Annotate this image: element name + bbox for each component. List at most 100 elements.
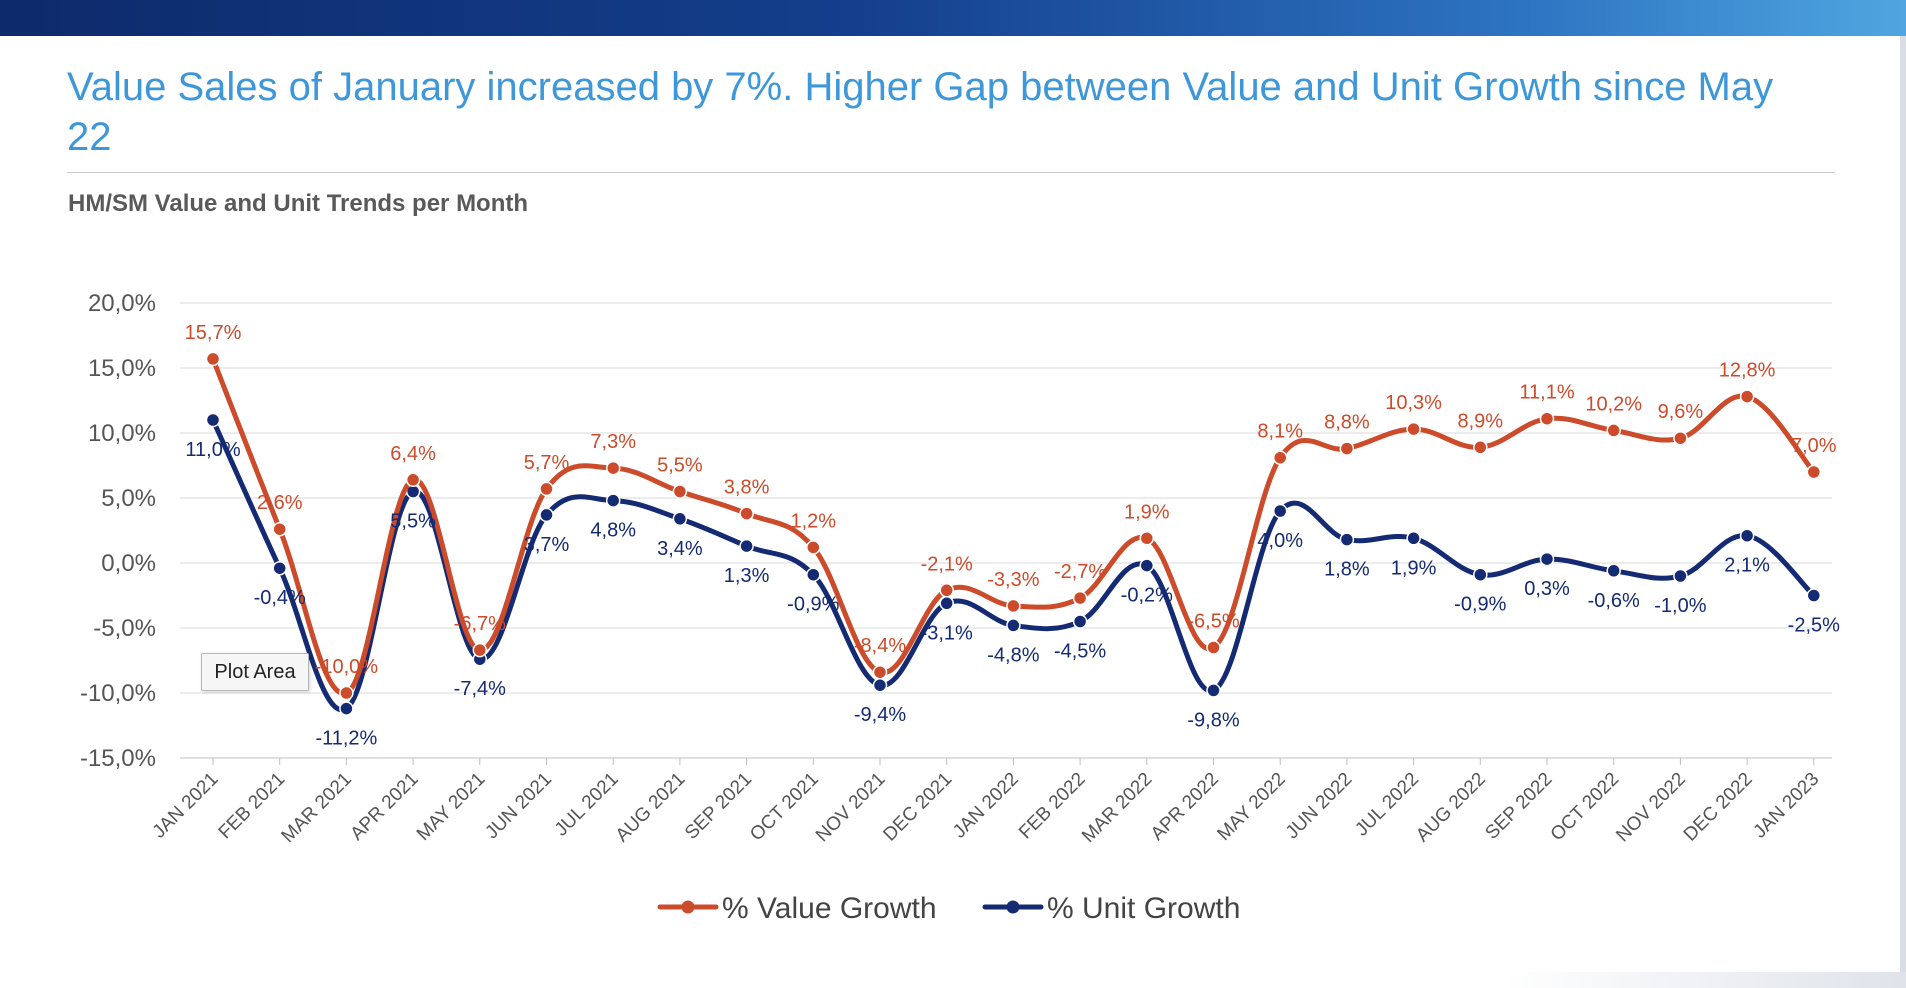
x-tick-label: JAN 2023 [1749,769,1823,843]
value-growth-data-label: 15,7% [185,322,242,344]
unit-growth-data-label: -4,5% [1054,641,1106,663]
value-growth-data-label: 10,2% [1585,393,1642,415]
value-growth-data-label: 2,6% [257,492,303,514]
unit-growth-data-label: 0,3% [1524,578,1570,600]
value-growth-point [806,540,821,555]
y-axis-ticks: 20,0% 15,0% 10,0% 5,0% 0,0% -5,0% -10,0% -15,0% [80,290,156,772]
y-tick-label: -5,0% [93,615,156,642]
value-growth-data-label: 6,4% [390,443,436,465]
x-tick-label: JUL 2022 [1351,769,1423,841]
unit-growth-point [1606,563,1621,579]
unit-growth-data-label: 1,3% [724,565,770,587]
x-tick-label: JUL 2021 [551,769,623,841]
unit-growth-series [205,412,1822,716]
plot-area-tooltip: Plot Area [201,653,309,691]
x-tick-label: SEP 2022 [1481,769,1556,844]
unit-growth-point [1006,618,1021,633]
x-tick-label: SEP 2021 [681,769,756,844]
x-tick-label: APR 2021 [347,769,423,845]
value-growth-point [205,351,221,367]
value-growth-point [672,484,688,499]
x-tick-label: MAY 2022 [1213,769,1289,845]
unit-growth-point [1272,503,1288,519]
unit-growth-point [1539,551,1555,567]
value-growth-data-label: -8,4% [854,635,906,657]
unit-growth-data-label: 1,9% [1391,557,1437,579]
unit-growth-data-label: 1,8% [1324,559,1370,581]
value-growth-data-label: -6,7% [454,613,506,635]
unit-growth-point [1673,568,1688,584]
value-growth-data-label: 5,7% [524,452,570,474]
x-tick-label: DEC 2021 [879,769,956,846]
value-growth-data-label: -10,0% [315,656,379,678]
legend-item-unit-growth[interactable]: % Unit Growth [982,892,1240,925]
x-tick-label: JUN 2022 [1282,769,1357,844]
unit-growth-point [539,507,554,523]
unit-growth-data-label: 2,1% [1724,555,1770,577]
value-growth-point [539,481,554,497]
unit-growth-data-label: -4,8% [987,644,1039,666]
unit-growth-point [939,596,954,611]
series-layer [205,351,1822,716]
value-growth-data-label: 8,9% [1458,410,1504,432]
unit-growth-point [1406,531,1421,546]
unit-growth-data-label: -0,9% [787,594,839,616]
unit-growth-point [205,412,221,428]
data-labels: 11,0% -0,4% -11,2% 5,5% -7,4% 3,7% 4,8% 3,4% 1,3… [185,322,1840,750]
unit-growth-data-label: -11,2% [315,728,377,750]
value-growth-data-label: 9,6% [1658,401,1704,423]
value-growth-data-label: -6,5% [1187,611,1239,633]
slide-headline: Value Sales of January increased by 7%. … [67,65,1774,159]
unit-growth-point [339,701,354,716]
value-growth-point [1206,640,1221,655]
value-growth-data-label: 8,1% [1257,421,1303,443]
y-tick-label: -15,0% [80,745,156,772]
value-growth-data-label: 1,9% [1124,501,1170,523]
unit-growth-point [1739,528,1755,543]
value-growth-point [605,460,621,476]
unit-growth-point [872,677,888,693]
value-growth-data-label: 7,3% [590,431,636,453]
unit-growth-point [1072,614,1088,629]
unit-growth-data-label: -0,4% [254,587,306,609]
unit-growth-point [1806,588,1822,603]
slide-shadow [1500,972,1906,988]
value-growth-point [1473,440,1488,455]
value-growth-data-label: 8,8% [1324,412,1370,434]
unit-growth-point [1206,683,1221,698]
x-tick-label: DEC 2022 [1680,769,1757,846]
unit-growth-data-label: 3,4% [657,538,703,560]
chart-legend[interactable]: % Value Growth % Unit Growth [657,892,1240,925]
unit-growth-point [605,493,621,508]
x-tick-label: JUN 2021 [481,769,556,844]
legend-label: % Unit Growth [1047,892,1240,925]
value-growth-point [1806,464,1822,480]
unit-growth-point [1473,567,1488,582]
value-growth-point [272,521,287,537]
value-growth-data-label: -3,3% [987,569,1039,591]
legend-item-value-growth[interactable]: % Value Growth [657,892,937,925]
value-growth-point [472,642,488,658]
y-tick-label: -10,0% [80,680,156,707]
gridlines [180,302,1832,759]
x-tick-label: APR 2022 [1147,769,1223,845]
value-growth-point [1006,598,1021,614]
unit-growth-data-label: -9,4% [854,704,906,726]
value-growth-series [205,351,1822,701]
x-tick-label: OCT 2021 [746,769,823,846]
unit-growth-data-label: 3,7% [524,534,570,556]
value-growth-point [1406,421,1421,437]
value-growth-point [1739,389,1755,404]
unit-growth-line [210,417,1817,713]
value-growth-point [1673,430,1688,446]
x-tick-label: MAR 2022 [1078,769,1156,847]
x-tick-label: JAN 2022 [949,769,1023,843]
chart-title: HM/SM Value and Unit Trends per Month [68,190,529,217]
value-growth-point [872,664,888,680]
unit-growth-data-label: 5,5% [390,511,436,533]
unit-growth-data-label: -3,1% [921,622,973,644]
value-growth-point [1072,590,1088,606]
value-growth-data-label: -2,1% [921,553,973,575]
unit-growth-point [272,560,287,576]
